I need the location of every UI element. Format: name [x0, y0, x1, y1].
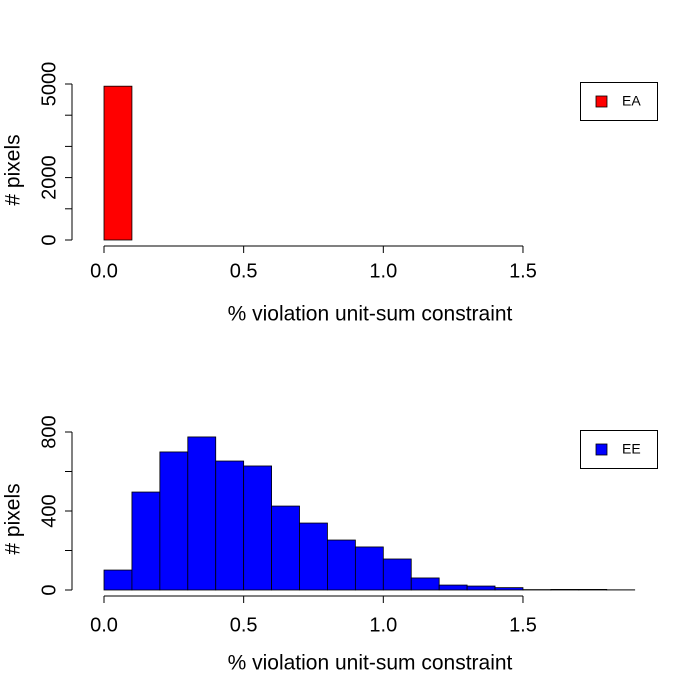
x-tick-label: 1.5 [509, 614, 537, 636]
x-tick-label: 0.0 [90, 260, 118, 282]
legend-swatch [595, 95, 608, 108]
y-tick-label: 400 [38, 494, 60, 527]
bar [354, 546, 384, 591]
x-tick-label: 1.0 [369, 614, 397, 636]
bar [103, 85, 133, 241]
bar [271, 505, 300, 591]
bar [243, 465, 272, 591]
bar [299, 522, 328, 591]
bar [550, 589, 580, 591]
y-tick-label: 0 [38, 584, 60, 595]
y-tick-label: 5000 [38, 62, 60, 107]
x-tick-label: 0.0 [90, 614, 118, 636]
x-tick-label: 1.0 [369, 260, 397, 282]
bar [466, 585, 496, 591]
x-tick-label: 0.5 [230, 614, 258, 636]
legend-box [580, 430, 658, 469]
y-tick-label: 800 [38, 415, 60, 448]
legend-label: EA [622, 93, 641, 109]
bar [327, 539, 356, 591]
legend-box [580, 82, 658, 121]
legend-swatch [595, 443, 608, 456]
y-tick-label: 2000 [38, 155, 60, 200]
x-tick-label: 1.5 [509, 260, 537, 282]
bar [578, 589, 608, 591]
bar [103, 569, 133, 591]
y-axis-title: # pixels [2, 134, 25, 205]
y-tick-label: 0 [38, 234, 60, 245]
bar [159, 451, 189, 591]
x-axis-title: % violation unit-sum constraint [228, 652, 513, 675]
y-axis-title: # pixels [2, 483, 25, 554]
bar [410, 577, 440, 591]
x-axis-title: % violation unit-sum constraint [228, 303, 513, 326]
bar [131, 491, 161, 591]
x-tick-label: 0.5 [230, 260, 258, 282]
bar [382, 558, 412, 591]
bar [438, 584, 468, 591]
bar [187, 436, 217, 591]
bar [494, 587, 524, 591]
bar [215, 460, 245, 591]
legend-label: EE [622, 441, 641, 457]
